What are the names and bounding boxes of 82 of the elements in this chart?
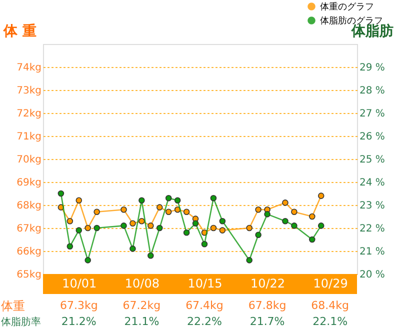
y-tick-label: 72kg [16,108,42,120]
point [309,213,316,220]
y-tick-label: 67kg [16,224,42,234]
text: 21.1% [124,315,160,328]
point [201,240,208,248]
y2-tick-label: 20 % [360,270,385,280]
text: 22.1% [312,315,348,328]
point [156,224,163,232]
text: 68.4kg [311,299,350,312]
y2-tick-label: 22 % [360,224,385,234]
y-axis-title: 体 重 [2,24,36,40]
point [192,220,199,227]
x-tick-label: 10/08 [124,276,160,290]
text: 21.2% [61,315,96,328]
point [138,218,145,224]
point [148,252,154,259]
point [318,222,324,229]
point [255,206,262,213]
point [210,194,217,202]
point [66,243,74,250]
point [210,224,217,232]
x-tick-label: 10/01 [62,276,97,290]
text: 体脂肪率 [1,316,41,328]
point [174,197,181,204]
point [148,222,154,229]
point [219,218,226,224]
y2-tick-label: 24 % [360,178,385,188]
y2-tick-label: 29 % [360,62,385,74]
point [183,208,190,216]
point [84,257,91,264]
x-tick-label: 10/29 [313,276,348,290]
y-tick-label: 71kg [16,132,42,142]
point [309,236,316,243]
y-tick-label: 73kg [16,86,42,96]
text: 22.2% [187,315,222,328]
text: 67.4kg [186,299,224,312]
y-tick-label: 68kg [16,200,42,212]
point [94,208,100,216]
point [291,208,298,216]
y-tick-label: 66kg [16,246,42,258]
point [120,222,127,229]
x-tick-label: 10/15 [188,276,222,290]
point [183,229,190,236]
text: 67.8kg [248,299,286,312]
point [246,257,252,264]
point [94,224,100,232]
point [130,220,136,227]
point [138,197,145,204]
y2-tick-label: 21 % [360,246,385,258]
point [58,190,64,197]
legend-label: 体重のグラフ [320,2,374,12]
point [84,224,91,232]
y-tick-label: 69kg [16,178,42,188]
point [120,206,127,213]
point [282,218,288,224]
y2-tick-label: 26 % [360,132,385,142]
point [246,224,252,232]
point [219,227,226,234]
y2-tick-label: 23 % [360,200,385,212]
point [130,246,136,252]
point [156,204,163,210]
y2-tick-label: 27 % [360,108,385,120]
point [282,200,288,206]
point [165,208,172,216]
x-tick-label: 10/22 [250,276,286,290]
point [66,218,74,224]
y2-tick-label: 28 % [360,86,385,96]
point [255,232,262,238]
text: 67.2kg [122,299,161,312]
text: 21.7% [250,315,285,328]
y-tick-label: 65kg [16,270,42,280]
point [291,222,298,229]
point [264,211,270,218]
y2-tick-label: 25 % [360,154,385,166]
text: 67.3kg [60,299,98,312]
point [76,227,82,234]
y-tick-label: 70kg [16,154,42,166]
text: 体重 [1,299,25,313]
point [76,197,82,204]
y-tick-label: 74kg [16,62,42,74]
point [165,194,172,202]
point [318,192,324,199]
